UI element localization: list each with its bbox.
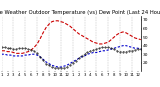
Title: Milwaukee Weather Outdoor Temperature (vs) Dew Point (Last 24 Hours): Milwaukee Weather Outdoor Temperature (v…: [0, 10, 160, 15]
